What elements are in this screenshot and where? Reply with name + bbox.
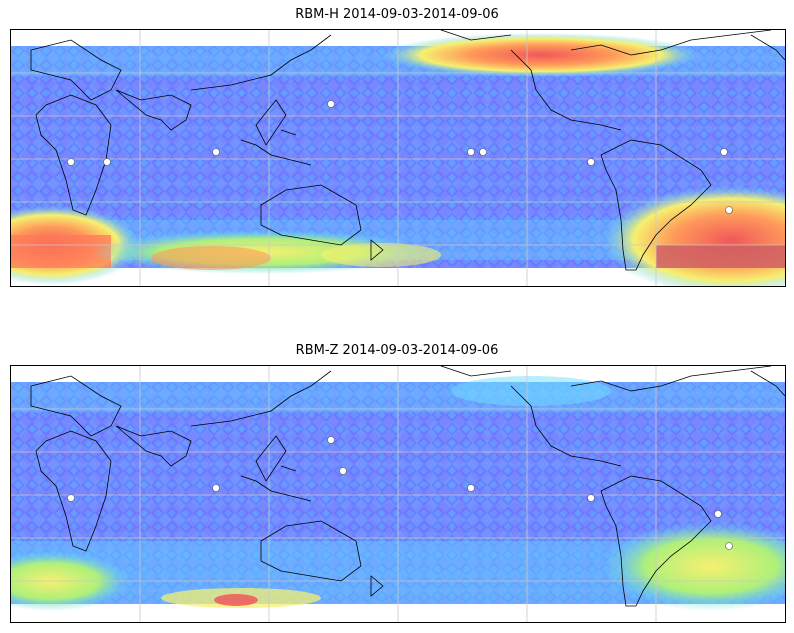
white-diamond-icon (327, 100, 335, 108)
white-diamond-icon (714, 510, 722, 518)
white-diamond-icon (725, 206, 733, 214)
map-svg-bottom (11, 366, 785, 622)
coastlines (30, 30, 785, 271)
panel-title-bottom: RBM-Z 2014-09-03-2014-09-06 (295, 343, 499, 358)
white-diamond-icon (339, 467, 347, 475)
white-diamond-icon (67, 494, 75, 502)
hotspot-north-atlantic (381, 33, 701, 77)
white-diamond-icon (725, 542, 733, 550)
white-diamond-icon (212, 148, 220, 156)
station-markers (67, 100, 733, 214)
station-markers (67, 436, 733, 550)
map-panel-bottom (10, 365, 786, 623)
graticule (11, 30, 785, 286)
white-diamond-icon (479, 148, 487, 156)
coastlines (30, 366, 785, 607)
white-diamond-icon (67, 158, 75, 166)
panel-title-top: RBM-H 2014-09-03-2014-09-06 (295, 7, 499, 22)
white-diamond-icon (467, 484, 475, 492)
white-diamond-icon (327, 436, 335, 444)
map-panel-top (10, 29, 786, 287)
graticule (11, 366, 785, 622)
white-diamond-icon (587, 494, 595, 502)
white-diamond-icon (212, 484, 220, 492)
map-svg-top (11, 30, 785, 286)
white-diamond-icon (103, 158, 111, 166)
white-diamond-icon (720, 148, 728, 156)
white-diamond-icon (587, 158, 595, 166)
hotspot-south-atlantic (601, 521, 785, 611)
white-diamond-icon (467, 148, 475, 156)
